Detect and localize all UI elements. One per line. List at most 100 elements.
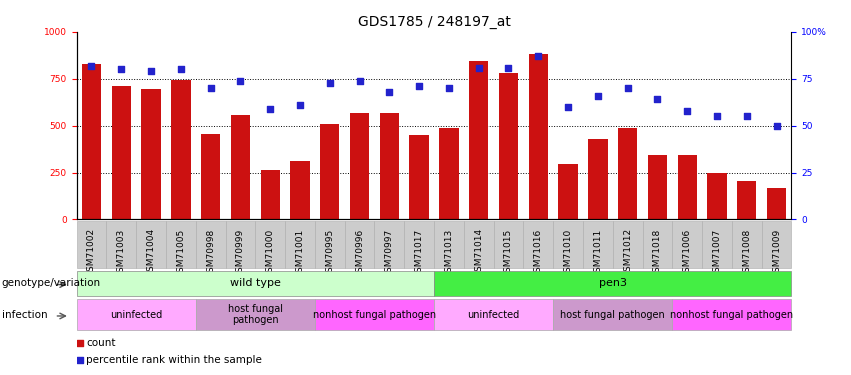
Bar [672,221,702,268]
Bar [345,221,374,268]
Bar [613,221,643,268]
Bar [231,116,250,219]
Point [352,78,366,84]
Bar [136,221,166,268]
Bar [494,221,523,268]
Text: GSM71012: GSM71012 [623,228,632,278]
Text: uninfected: uninfected [110,310,163,320]
Bar [648,154,667,219]
Bar [409,135,429,219]
Bar [260,170,280,219]
Point [263,106,277,112]
Text: count: count [86,338,116,348]
Point [203,85,217,91]
Text: GSM71000: GSM71000 [266,228,275,278]
Bar [523,221,553,268]
Bar [315,299,434,330]
Bar [111,86,131,219]
Bar [499,73,518,219]
Point [323,80,336,86]
Bar [404,221,434,268]
Bar [762,221,791,268]
Text: infection: infection [2,310,48,320]
Text: GSM71003: GSM71003 [117,228,126,278]
Bar [707,173,727,219]
Point [293,102,306,108]
Bar [464,221,494,268]
Point [650,96,664,102]
Text: wild type: wild type [230,279,281,288]
Text: GSM71009: GSM71009 [772,228,781,278]
Point [740,113,753,119]
Bar [255,221,285,268]
Text: host fungal
pathogen: host fungal pathogen [228,304,283,326]
Text: GSM70995: GSM70995 [325,228,334,278]
Bar [77,221,106,268]
Text: pen3: pen3 [599,279,626,288]
Bar [553,221,583,268]
Point [114,66,128,72]
Bar [553,299,672,330]
Bar [737,181,757,219]
Text: GSM71011: GSM71011 [593,228,603,278]
Point [174,66,187,72]
Bar [618,128,637,219]
Point [144,68,157,74]
Bar [82,64,101,219]
Bar [702,221,732,268]
Bar [77,299,196,330]
Point [710,113,723,119]
Text: host fungal pathogen: host fungal pathogen [560,310,665,320]
Text: GSM71008: GSM71008 [742,228,751,278]
Text: uninfected: uninfected [467,310,520,320]
Bar [767,188,786,219]
Bar [166,221,196,268]
Bar [196,299,315,330]
Text: GSM71006: GSM71006 [683,228,692,278]
Text: GSM71016: GSM71016 [534,228,543,278]
Point [531,53,545,59]
Bar [350,112,369,219]
Point [561,104,574,110]
Bar [528,54,548,219]
Text: GSM71010: GSM71010 [563,228,573,278]
Bar [171,80,191,219]
Bar [141,89,161,219]
Text: GSM71001: GSM71001 [295,228,305,278]
Text: genotype/variation: genotype/variation [2,279,100,288]
Bar [434,299,553,330]
Text: nonhost fungal pathogen: nonhost fungal pathogen [313,310,436,320]
Title: GDS1785 / 248197_at: GDS1785 / 248197_at [357,15,511,30]
Point [471,64,485,70]
Text: GSM71002: GSM71002 [87,228,96,278]
Text: GSM71018: GSM71018 [653,228,662,278]
Point [769,123,783,129]
Bar [672,299,791,330]
Point [591,93,604,99]
Bar [558,164,578,219]
Point [260,127,273,133]
Point [85,63,98,69]
Bar [643,221,672,268]
Text: percentile rank within the sample: percentile rank within the sample [86,355,262,365]
Point [442,85,455,91]
Bar [677,154,697,219]
Text: GSM71013: GSM71013 [444,228,454,278]
Text: GSM71014: GSM71014 [474,228,483,278]
Bar [320,124,340,219]
Bar [434,221,464,268]
Point [620,85,634,91]
Point [412,83,426,89]
Bar [732,221,762,268]
Bar [201,134,220,219]
Bar [290,161,310,219]
Text: GSM71004: GSM71004 [146,228,156,278]
Point [233,78,247,84]
Bar [374,221,404,268]
Bar [434,271,791,296]
Text: GSM70998: GSM70998 [206,228,215,278]
Point [680,108,694,114]
Bar [439,128,459,219]
Bar [77,271,434,296]
Bar [226,221,255,268]
